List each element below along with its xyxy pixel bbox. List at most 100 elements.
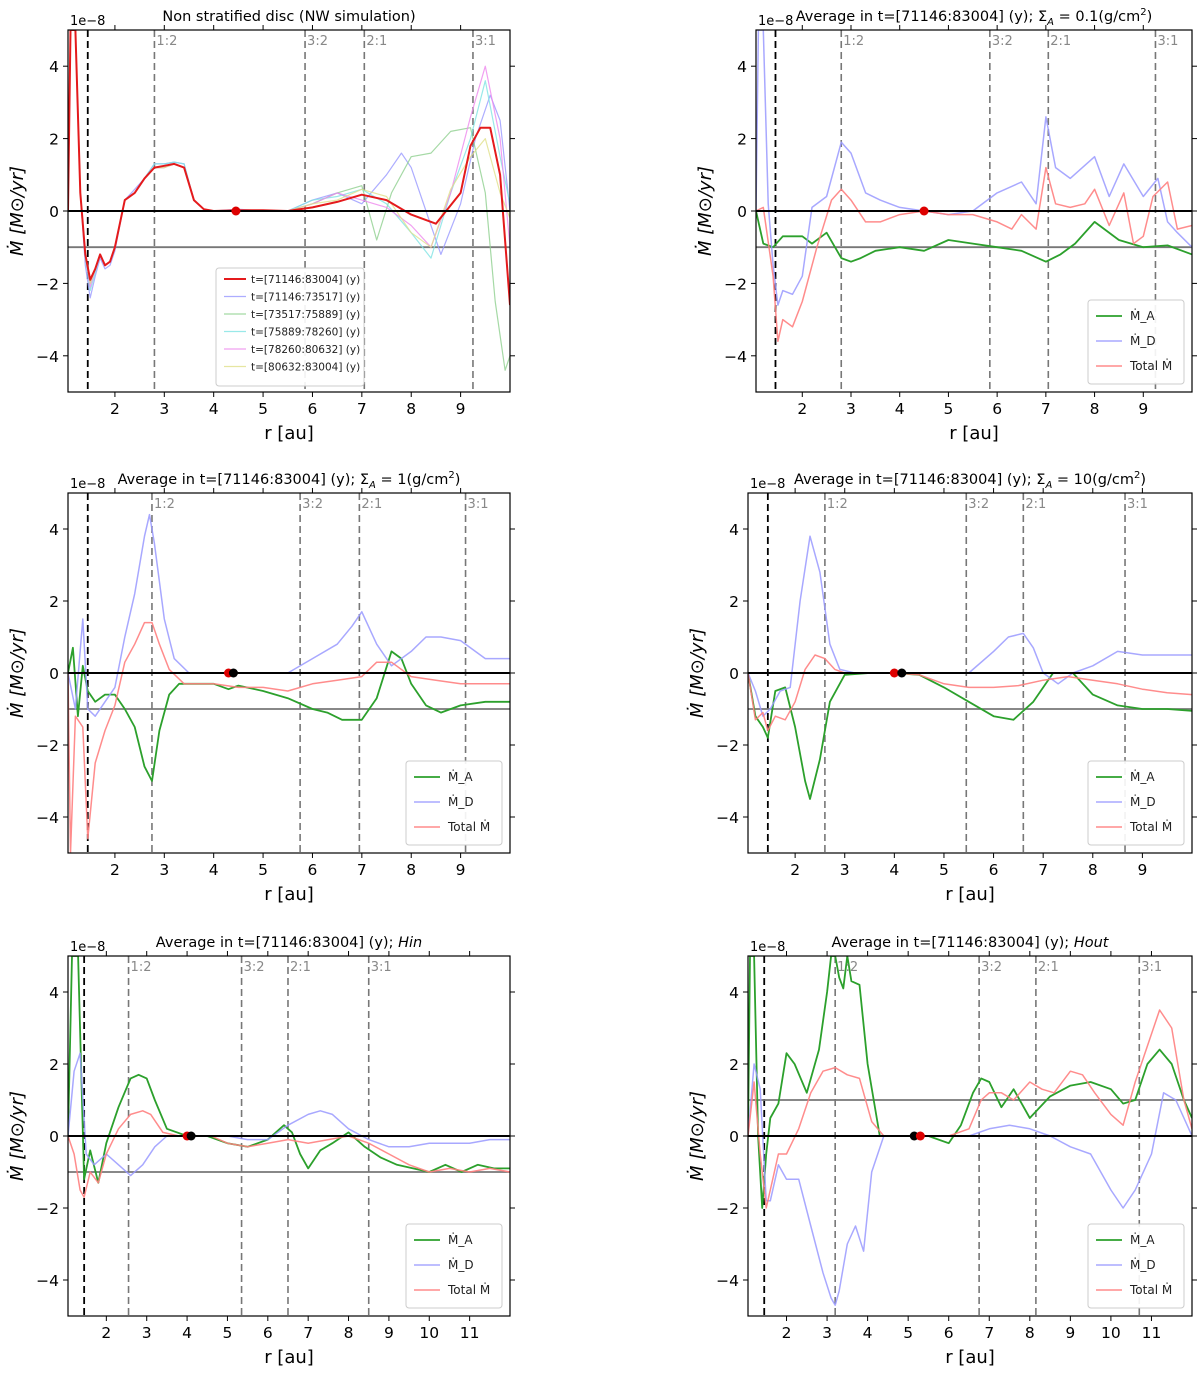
x-axis-label: r [au]: [264, 1347, 314, 1368]
y-tick-label: −4: [724, 348, 747, 366]
series-line-1: [68, 646, 510, 782]
x-tick-label: 5: [939, 861, 949, 879]
x-tick-label: 10: [1101, 1324, 1121, 1342]
resonance-label: 3:2: [981, 960, 1002, 975]
x-tick-label: 4: [209, 861, 219, 879]
chart-title-main: Average in t=[71146:83004] (y); Σ: [794, 472, 1045, 488]
x-tick-label: 5: [943, 400, 953, 418]
x-tick-label: 9: [1138, 400, 1148, 418]
chart-title-italic: Hout: [1074, 935, 1110, 951]
chart-title: Average in t=[71146:83004] (y); ΣA = 0.1…: [796, 7, 1153, 28]
resonance-label: 3:2: [244, 960, 265, 975]
y-tick-label: 4: [737, 58, 747, 76]
plot-area: [756, 30, 1192, 392]
y-tick-label: −4: [716, 809, 739, 827]
series-line-1: [68, 956, 510, 1184]
legend: Ṁ_A Ṁ_D Total Ṁ: [1087, 1223, 1185, 1309]
x-tick-label: 3: [159, 400, 169, 418]
x-tick-label: 8: [1090, 400, 1100, 418]
x-axis-label: r [au]: [945, 1347, 995, 1368]
series-line-2: [68, 30, 510, 299]
x-tick-label: 9: [456, 400, 466, 418]
x-tick-label: 7: [1041, 400, 1051, 418]
resonance-label: 2:1: [1050, 34, 1071, 49]
chart-title-main: Average in t=[71146:83004] (y); Σ: [796, 9, 1047, 25]
x-tick-label: 3: [846, 400, 856, 418]
x-axis-label: r [au]: [264, 423, 314, 444]
marker-dot: [186, 1131, 196, 1141]
chart-panel-nw: Non stratified disc (NW simulation) 1e−8 1…: [7, 9, 515, 444]
resonance-label: 3:1: [1127, 497, 1148, 512]
x-tick-label: 6: [944, 1324, 954, 1342]
resonance-label: 2:1: [361, 497, 382, 512]
legend-box: [405, 1223, 503, 1309]
x-axis-label: r [au]: [264, 884, 314, 905]
plot-area: [68, 30, 510, 392]
y-tick-label: 0: [49, 203, 59, 221]
y-tick-label: 0: [729, 665, 739, 683]
series-line-4: [68, 30, 510, 292]
chart-title-main: Average in t=[71146:83004] (y); Σ: [118, 472, 369, 488]
chart-title-sup: 2: [448, 470, 454, 481]
y-tick-label: 2: [729, 1056, 739, 1074]
series-line-1: [756, 210, 1192, 263]
x-tick-label: 2: [797, 400, 807, 418]
x-tick-label: 9: [1137, 861, 1147, 879]
y-tick-label: 0: [49, 1128, 59, 1146]
chart-title: Non stratified disc (NW simulation): [162, 9, 415, 25]
chart-panel-hin: Average in t=[71146:83004] (y); Hin 1e−8 1…: [7, 935, 515, 1368]
resonance-label: 2:1: [290, 960, 311, 975]
axis-scale-label: 1e−8: [70, 14, 105, 29]
y-tick-label: 0: [729, 1128, 739, 1146]
legend-entry-label: Ṁ_A: [1130, 1232, 1155, 1247]
legend-box: [405, 760, 503, 846]
legend: Ṁ_A Ṁ_D Total Ṁ: [405, 760, 503, 846]
x-tick-label: 6: [992, 400, 1002, 418]
x-tick-label: 3: [840, 861, 850, 879]
y-tick-label: 4: [729, 984, 739, 1002]
chart-panel-s10: Average in t=[71146:83004] (y); ΣA = 10(…: [687, 470, 1197, 905]
legend: Ṁ_A Ṁ_D Total Ṁ: [1087, 760, 1185, 846]
marker-dot: [231, 206, 241, 216]
plot-area: [748, 493, 1192, 853]
resonance-label: 3:1: [468, 497, 489, 512]
legend: Ṁ_A Ṁ_D Total Ṁ: [405, 1223, 503, 1309]
resonance-label: 2:1: [1038, 960, 1059, 975]
x-tick-label: 6: [308, 861, 318, 879]
x-tick-label: 8: [406, 400, 416, 418]
series-line-3: [68, 621, 510, 853]
marker-dot: [919, 206, 929, 216]
x-tick-label: 6: [308, 400, 318, 418]
resonance-label: 2:1: [1025, 497, 1046, 512]
y-axis-label: Ṁ [M⊙/yr]: [687, 628, 708, 718]
chart-title-tail: = 0.1(g/cm: [1054, 9, 1140, 25]
x-tick-label: 6: [263, 1324, 273, 1342]
marker-dot: [915, 1131, 925, 1141]
series-line-2: [756, 30, 1192, 306]
marker-dot: [897, 668, 907, 678]
legend-entry-label: Ṁ_D: [448, 1257, 474, 1272]
y-tick-label: 2: [729, 593, 739, 611]
series-line-6: [68, 30, 510, 284]
axis-scale-label: 1e−8: [70, 477, 105, 492]
chart-title: Average in t=[71146:83004] (y); Hout: [832, 935, 1110, 951]
x-tick-label: 8: [344, 1324, 354, 1342]
chart-title-end: ): [1140, 472, 1146, 488]
chart-title-end: ): [1147, 9, 1153, 25]
resonance-label: 1:2: [843, 34, 864, 49]
x-axis-label: r [au]: [945, 884, 995, 905]
y-tick-label: −2: [36, 275, 59, 293]
y-tick-label: 4: [49, 58, 59, 76]
chart-title: Average in t=[71146:83004] (y); ΣA = 10(…: [794, 470, 1146, 491]
legend-entry-label: t=[80632:83004] (y): [251, 362, 360, 374]
chart-title-main: Non stratified disc (NW simulation): [162, 9, 415, 25]
chart-title-sub: A: [1046, 17, 1054, 28]
legend-entry-label: Total Ṁ: [1129, 358, 1172, 373]
chart-panel-s1: Average in t=[71146:83004] (y); ΣA = 1(g…: [7, 470, 515, 905]
legend-entry-label: Ṁ_A: [1130, 769, 1155, 784]
chart-title-sub: A: [1044, 480, 1052, 491]
y-tick-label: −2: [716, 737, 739, 755]
x-tick-label: 7: [357, 861, 367, 879]
chart-title-main: Average in t=[71146:83004] (y);: [156, 935, 398, 951]
legend-entry-label: Total Ṁ: [447, 819, 490, 834]
